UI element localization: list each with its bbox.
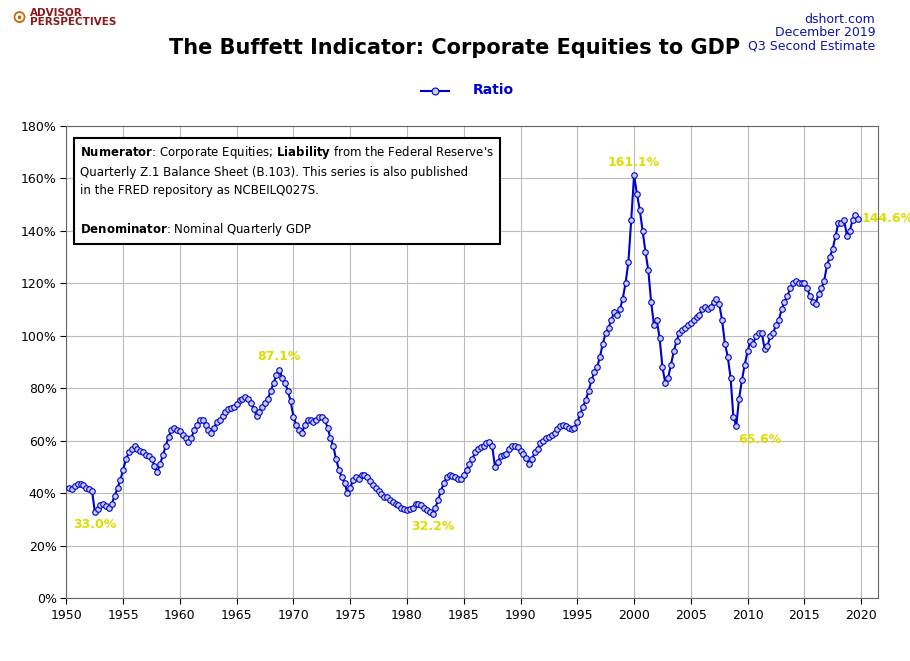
Text: December 2019: December 2019 xyxy=(774,26,875,40)
Text: 32.2%: 32.2% xyxy=(411,520,454,533)
Text: The Buffett Indicator: Corporate Equities to GDP: The Buffett Indicator: Corporate Equitie… xyxy=(169,38,741,58)
Text: $\bf{Numerator}$: Corporate Equities; $\bf{Liability}$ from the Federal Reserve': $\bf{Numerator}$: Corporate Equities; $\… xyxy=(80,144,494,238)
Text: PERSPECTIVES: PERSPECTIVES xyxy=(30,17,116,27)
Text: ⊙: ⊙ xyxy=(11,9,26,26)
Text: ADVISOR: ADVISOR xyxy=(30,8,83,18)
Text: Ratio: Ratio xyxy=(473,83,514,97)
Text: 33.0%: 33.0% xyxy=(73,518,116,531)
Text: 161.1%: 161.1% xyxy=(608,155,660,169)
Text: 87.1%: 87.1% xyxy=(258,350,301,363)
Text: dshort.com: dshort.com xyxy=(804,13,875,26)
Text: 144.6%: 144.6% xyxy=(861,212,910,225)
Text: Q3 Second Estimate: Q3 Second Estimate xyxy=(748,40,875,53)
Text: 65.6%: 65.6% xyxy=(739,432,782,446)
